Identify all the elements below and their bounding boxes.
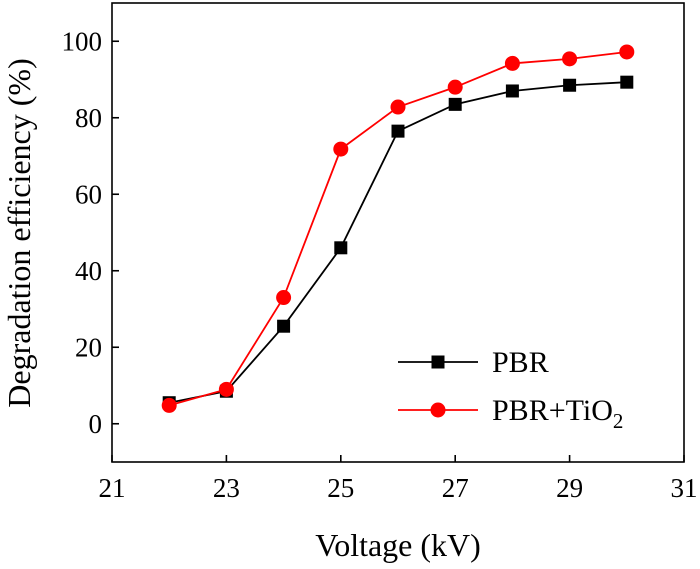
data-point [504, 55, 520, 71]
data-point [563, 78, 577, 92]
x-tick-label: 31 [671, 473, 698, 503]
series-pbr [162, 75, 634, 410]
y-tick-label: 0 [89, 409, 103, 439]
data-point [218, 381, 234, 397]
legend-marker [431, 355, 445, 369]
y-tick-label: 40 [75, 256, 102, 286]
x-tick-label: 23 [213, 473, 240, 503]
legend-label: PBR+TiO2 [492, 394, 623, 433]
x-axis-title: Voltage (kV) [315, 527, 481, 563]
data-point [391, 124, 405, 138]
data-point [448, 97, 462, 111]
series-pbr-tio2 [161, 44, 635, 413]
data-point [390, 99, 406, 115]
legend-label: PBR [492, 346, 549, 379]
data-point [334, 241, 348, 255]
plot-frame [111, 2, 685, 463]
series-layer [161, 44, 635, 413]
data-point [562, 51, 578, 67]
legend: PBR PBR+TiO2 [398, 346, 623, 433]
data-point [333, 141, 349, 157]
legend-item: PBR+TiO2 [398, 394, 623, 433]
y-axis: 0 20 40 60 80 100 [62, 26, 119, 439]
y-tick-label: 80 [75, 103, 102, 133]
data-point [619, 44, 635, 60]
data-point [277, 319, 291, 333]
legend-item: PBR [398, 346, 549, 379]
data-point [161, 397, 177, 413]
data-point [447, 79, 463, 95]
y-tick-label: 100 [62, 26, 103, 56]
x-tick-label: 29 [556, 473, 583, 503]
data-point [620, 75, 634, 89]
y-tick-label: 60 [75, 179, 102, 209]
x-axis: 21 23 25 27 29 31 [99, 455, 698, 503]
x-tick-label: 25 [327, 473, 354, 503]
x-tick-label: 21 [99, 473, 126, 503]
x-tick-label: 27 [442, 473, 469, 503]
y-tick-label: 20 [75, 332, 102, 362]
data-point [276, 290, 292, 306]
legend-marker [430, 402, 446, 418]
data-point [505, 84, 519, 98]
y-axis-title: Degradation efficiency (%) [1, 58, 37, 407]
